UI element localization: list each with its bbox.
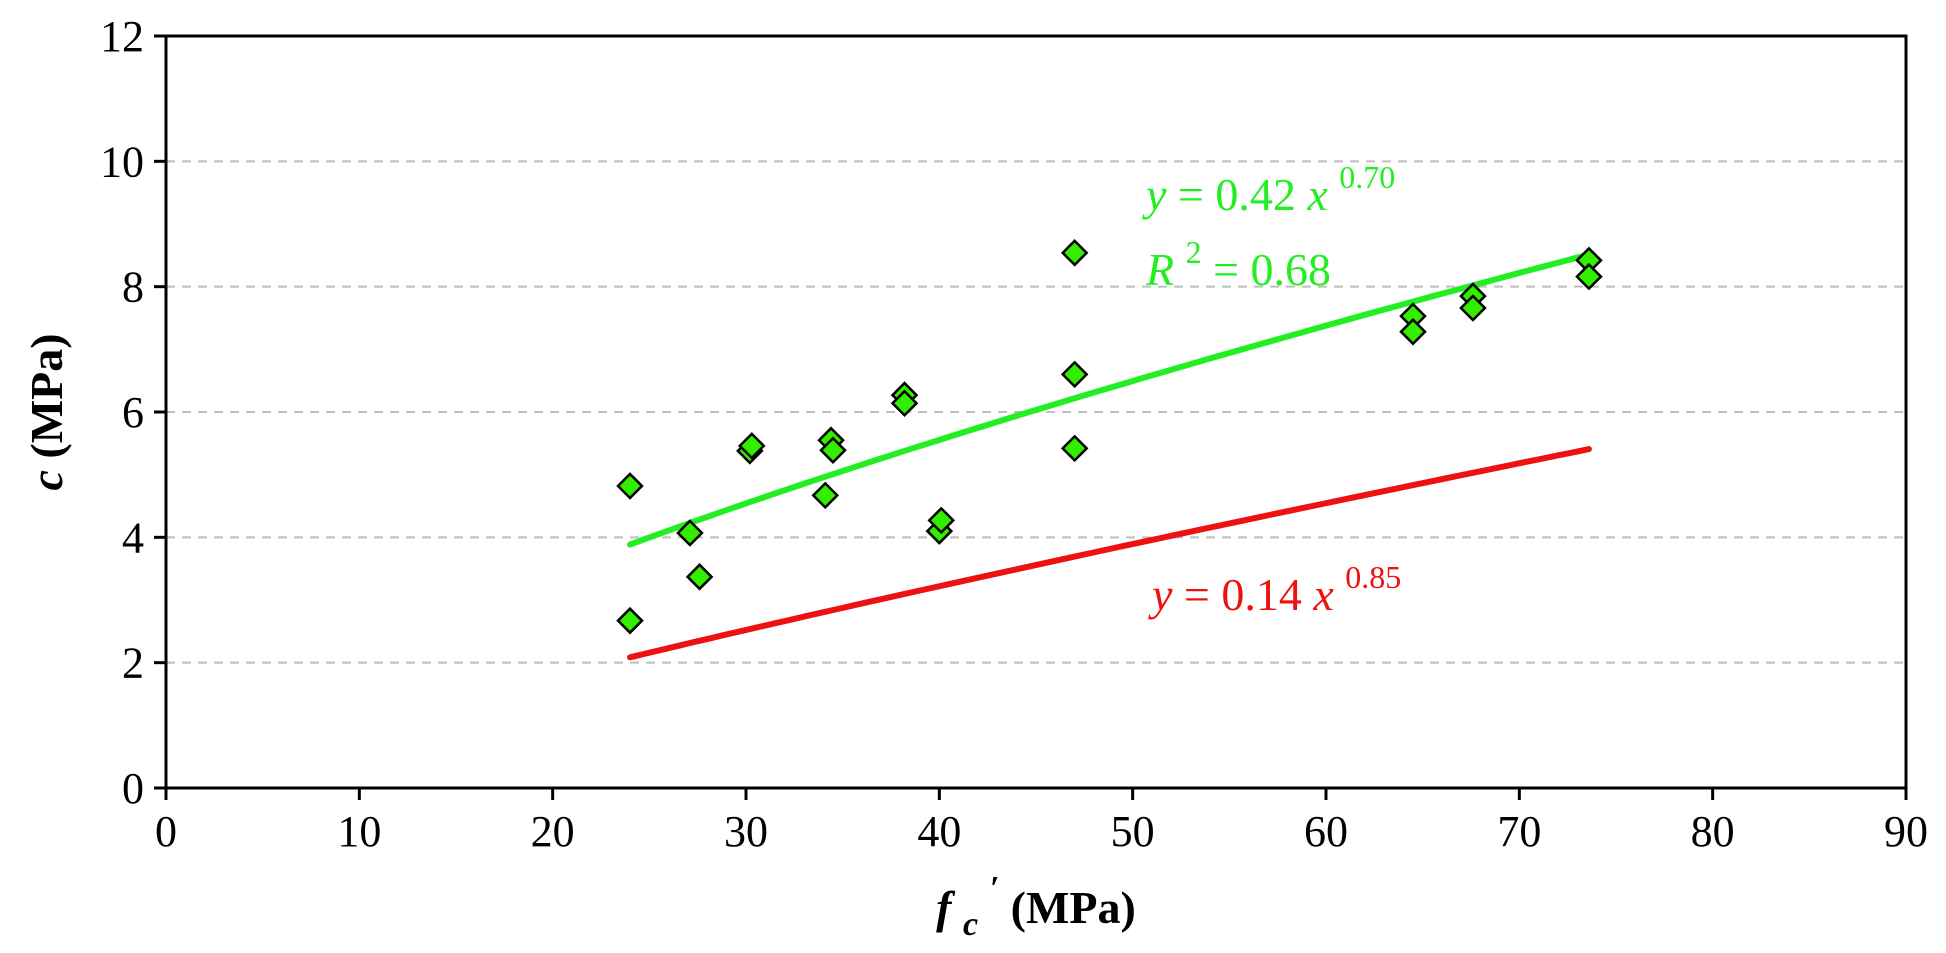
x-title-sub: c (963, 906, 978, 943)
r2-value: = 0.68 (1213, 244, 1331, 295)
upper-fit-line (627, 251, 1592, 548)
data-point (1399, 318, 1427, 346)
fit-lines (627, 251, 1592, 661)
upper-eq-coef: = 0.42 (1178, 169, 1296, 220)
upper-fit-equation: y = 0.42 x 0.70 (1142, 159, 1395, 220)
x-tick-label: 80 (1691, 807, 1735, 856)
x-tick-label: 20 (531, 807, 575, 856)
y-axis-title: c (MPa) (21, 333, 72, 490)
data-point (1060, 239, 1089, 267)
x-tick-label: 90 (1884, 807, 1928, 856)
y-tick-label: 6 (122, 388, 144, 437)
y-tick-label: 10 (100, 137, 144, 186)
r2-var: R (1145, 244, 1174, 295)
y-axis-ticks: 0 2 4 6 8 10 12 (100, 12, 166, 813)
x-tick-label: 0 (155, 807, 177, 856)
lower-fit-equation: y = 0.14 x 0.85 (1148, 559, 1401, 620)
x-axis-ticks: 0 10 20 30 40 50 60 70 80 90 (155, 788, 1928, 856)
x-tick-label: 70 (1497, 807, 1541, 856)
upper-eq-x-var: x (1306, 169, 1328, 220)
y-tick-label: 2 (122, 639, 144, 688)
y-tick-label: 8 (122, 263, 144, 312)
upper-eq-y-var: y (1142, 169, 1167, 220)
y-tick-label: 4 (122, 513, 144, 562)
x-title-unit: (MPa) (1011, 882, 1136, 933)
lower-fit-line (627, 446, 1592, 661)
lower-eq-coef: = 0.14 (1184, 569, 1302, 620)
data-point (1060, 360, 1089, 389)
x-title-var: f (936, 882, 956, 933)
x-tick-label: 10 (337, 807, 381, 856)
data-point (819, 436, 847, 464)
y-tick-label: 12 (100, 12, 144, 61)
r2-exponent: 2 (1186, 234, 1202, 270)
data-point (616, 606, 644, 635)
y-tick-label: 0 (122, 764, 144, 813)
data-point (890, 389, 919, 417)
data-point (1060, 434, 1089, 463)
x-tick-label: 30 (724, 807, 768, 856)
data-point (676, 519, 704, 547)
upper-fit-r-squared: R 2 = 0.68 (1145, 222, 1331, 295)
x-tick-label: 50 (1111, 807, 1155, 856)
y-title-unit: (MPa) (21, 333, 72, 458)
x-tick-label: 60 (1304, 807, 1348, 856)
lower-eq-exponent: 0.85 (1345, 559, 1401, 595)
x-title-prime: ′ (990, 870, 1000, 907)
data-point (1459, 294, 1487, 322)
x-tick-label: 40 (917, 807, 961, 856)
data-point (1575, 262, 1603, 291)
lower-eq-x-var: x (1312, 569, 1334, 620)
data-point (685, 563, 714, 591)
data-markers (616, 239, 1603, 635)
lower-eq-y-var: y (1148, 569, 1173, 620)
data-point (811, 481, 840, 510)
upper-eq-exponent: 0.70 (1339, 159, 1395, 195)
data-point (927, 506, 956, 535)
x-axis-title: f c ′ (MPa) (936, 858, 1136, 945)
data-point (616, 472, 644, 500)
data-point (738, 432, 766, 460)
y-title-var: c (21, 470, 72, 490)
